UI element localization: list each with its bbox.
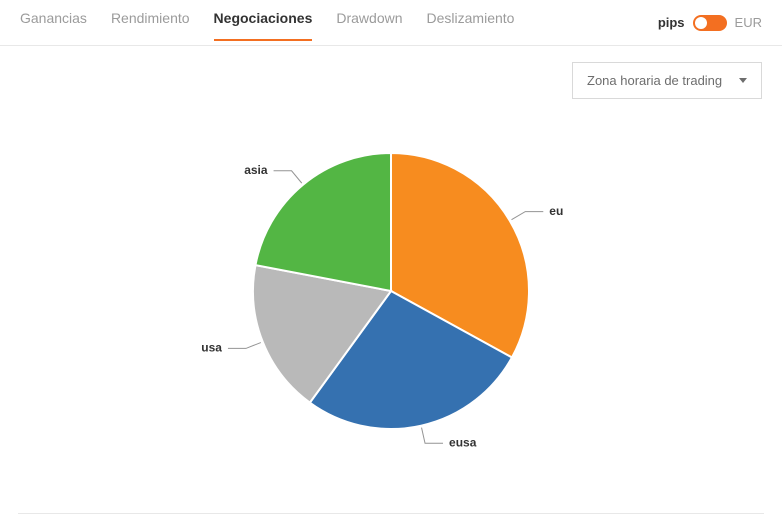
pie-label-usa: usa xyxy=(201,341,222,355)
pie-leader-asia xyxy=(274,171,302,183)
tab-deslizamiento[interactable]: Deslizamiento xyxy=(427,10,515,40)
tab-ganancias[interactable]: Ganancias xyxy=(20,10,87,40)
tab-drawdown[interactable]: Drawdown xyxy=(336,10,402,40)
tab-negociaciones[interactable]: Negociaciones xyxy=(214,10,313,40)
pie-label-asia: asia xyxy=(244,163,268,177)
tab-rendimiento[interactable]: Rendimiento xyxy=(111,10,190,40)
pie-chart: eu eusa usa asia xyxy=(153,53,629,529)
toggle-left-label: pips xyxy=(658,15,685,30)
unit-toggle[interactable] xyxy=(693,15,727,31)
pie-leader-usa xyxy=(228,343,261,349)
top-bar: Ganancias Rendimiento Negociaciones Draw… xyxy=(0,0,782,46)
tab-strip: Ganancias Rendimiento Negociaciones Draw… xyxy=(20,10,514,45)
toggle-knob xyxy=(695,17,707,29)
chevron-down-icon xyxy=(739,78,747,83)
pie-chart-area: eu eusa usa asia xyxy=(0,99,782,499)
pie-leader-eu xyxy=(512,212,544,220)
unit-toggle-wrap: pips EUR xyxy=(658,15,762,41)
pie-label-eusa: eusa xyxy=(449,435,477,449)
pie-leader-eusa xyxy=(422,428,443,444)
pie-label-eu: eu xyxy=(549,204,563,218)
toggle-right-label: EUR xyxy=(735,15,762,30)
bottom-divider xyxy=(18,513,764,514)
